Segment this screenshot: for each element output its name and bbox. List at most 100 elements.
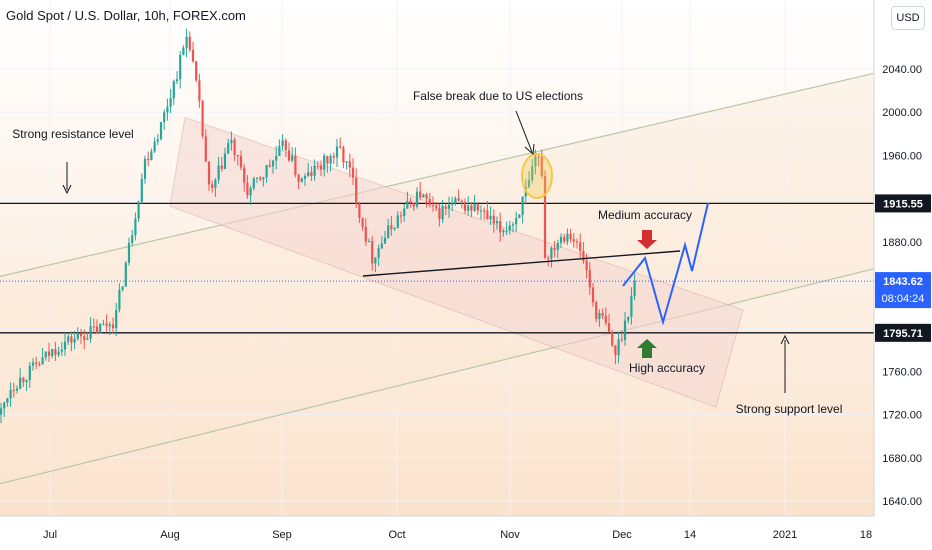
- price-level-label: 1795.71: [883, 328, 923, 340]
- candle-body: [441, 206, 444, 220]
- candle-body: [137, 201, 140, 219]
- candle-body: [390, 225, 393, 230]
- candle-body: [591, 287, 595, 303]
- candle-body: [303, 176, 307, 179]
- y-tick-label: 2040.00: [882, 64, 922, 76]
- candle-body: [415, 191, 419, 207]
- candle-body: [435, 205, 438, 209]
- chart-title: Gold Spot / U.S. Dollar, 10h, FOREX.com: [6, 8, 246, 23]
- candle-body: [281, 140, 284, 147]
- annotation-high-accuracy: High accuracy: [629, 361, 705, 375]
- candle-body: [83, 336, 86, 340]
- candle-body: [582, 251, 585, 261]
- candle-body: [230, 139, 233, 144]
- candle-body: [486, 210, 489, 220]
- time-axis[interactable]: Jul Aug Sep Oct Nov Dec 14 2021 18: [0, 515, 874, 550]
- x-tick-label: Sep: [272, 529, 292, 541]
- candle-body: [495, 221, 499, 224]
- resistance-pointer-head: [62, 184, 72, 195]
- candle-body: [79, 333, 83, 337]
- candle-body: [409, 201, 412, 203]
- currency-button[interactable]: USD: [891, 6, 925, 30]
- drawings: [62, 110, 790, 393]
- candle-body: [169, 98, 172, 107]
- up-arrow-icon: [637, 339, 657, 358]
- candle-body: [201, 100, 204, 137]
- candle-body: [25, 380, 28, 383]
- candle-body: [54, 349, 57, 355]
- candle-body: [60, 349, 63, 352]
- annotation-medium-accuracy: Medium accuracy: [598, 208, 692, 222]
- candle-body: [108, 324, 111, 327]
- candle-body: [102, 323, 105, 325]
- candle-body: [22, 377, 25, 383]
- candle-body: [179, 54, 182, 80]
- y-tick-label: 1680.00: [882, 453, 922, 465]
- candle-body: [9, 390, 12, 399]
- candle-body: [399, 215, 403, 217]
- candle-body: [259, 177, 262, 180]
- candle-body: [310, 172, 313, 176]
- candle-body: [12, 390, 15, 392]
- candle-body: [291, 155, 294, 161]
- candle-body: [518, 214, 521, 219]
- candle-body: [67, 336, 70, 342]
- annotation-strong-resistance: Strong resistance level: [12, 127, 133, 141]
- candle-body: [44, 351, 47, 358]
- candle-body: [521, 196, 524, 215]
- candle-body: [476, 204, 479, 211]
- candle-body: [460, 200, 463, 202]
- price-level-label-bg: [875, 323, 931, 342]
- x-tick-label: Dec: [612, 529, 632, 541]
- candle-body: [255, 177, 259, 179]
- candle-body: [297, 175, 300, 182]
- neckline[interactable]: [362, 250, 681, 277]
- candle-body: [364, 226, 367, 242]
- candle-body: [547, 258, 550, 260]
- candle-body: [470, 205, 473, 211]
- candle-body: [351, 167, 355, 178]
- candle-body: [198, 80, 201, 101]
- candle-body: [6, 398, 9, 403]
- candle-body: [3, 402, 6, 409]
- rising-band-upper: [0, 72, 875, 277]
- candle-body: [614, 345, 617, 356]
- candle-body: [262, 177, 265, 180]
- annotation-strong-support: Strong support level: [736, 402, 843, 416]
- candle-body: [377, 248, 380, 258]
- candle-body: [227, 143, 230, 154]
- candle-body: [63, 341, 67, 350]
- candle-body: [217, 165, 220, 180]
- candle-body: [380, 243, 383, 249]
- last-price-label-bg: [875, 272, 931, 309]
- candle-body: [265, 165, 268, 178]
- candle-body: [73, 338, 76, 343]
- candle-body: [438, 208, 441, 220]
- candle-body: [412, 202, 415, 207]
- candle-body: [383, 237, 387, 244]
- candle-body: [47, 351, 51, 357]
- time-axis-bg: [0, 516, 874, 550]
- candle-body: [249, 188, 252, 196]
- candle-body: [195, 61, 198, 81]
- candle-body: [630, 295, 633, 317]
- candle-body: [367, 241, 371, 243]
- candle-body: [124, 262, 127, 287]
- x-tick-label: 2021: [773, 529, 797, 541]
- candle-body: [563, 236, 566, 242]
- candle-body: [319, 165, 323, 170]
- candle-body: [153, 141, 156, 152]
- projection-path[interactable]: [622, 202, 709, 326]
- candle-body: [239, 156, 243, 168]
- candle-body: [294, 155, 297, 176]
- last-price-label: 1843.62: [883, 276, 923, 288]
- annotation-false-break: False break due to US elections: [413, 89, 583, 103]
- candle-body: [566, 233, 569, 242]
- price-axis[interactable]: 1640.00 1680.00 1720.00 1760.00 1880.00 1960.…: [873, 0, 932, 550]
- candle-body: [243, 167, 246, 183]
- candle-body: [284, 140, 287, 151]
- candle-body: [268, 165, 271, 167]
- candle-body: [19, 377, 22, 389]
